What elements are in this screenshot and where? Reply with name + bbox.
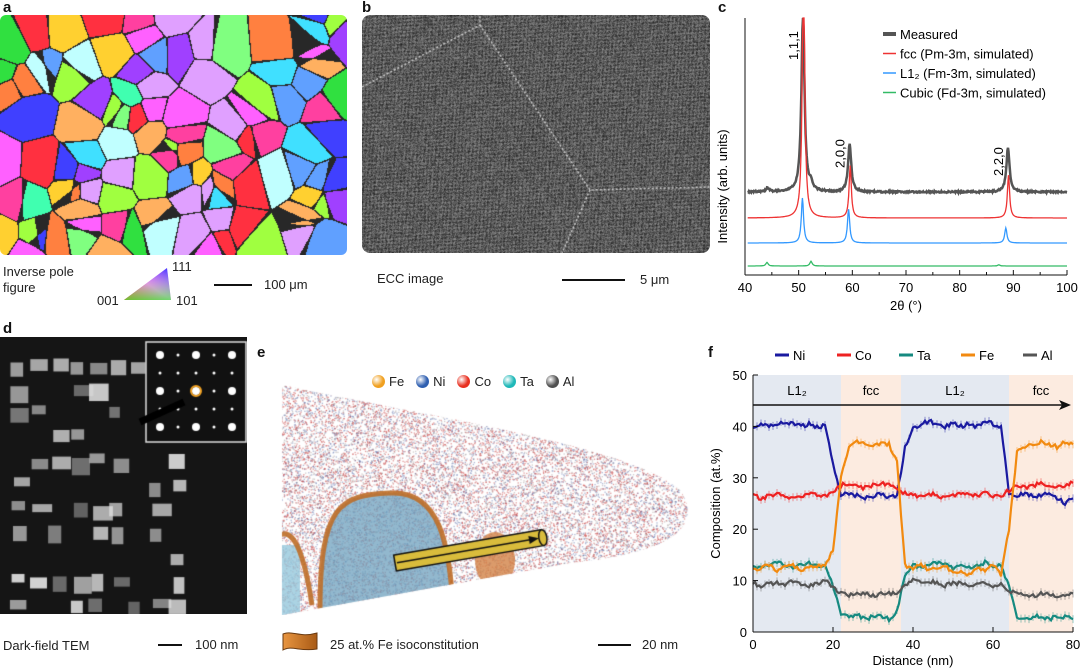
y-tick-label: 40 [733,419,747,434]
legend-label: Co [855,348,872,363]
atom-probe-reconstruction [270,385,710,615]
phase-label: fcc [863,383,880,398]
panel-label-e: e [257,344,266,361]
x-axis-label: 2θ (°) [890,298,922,313]
element-dot-icon [372,375,385,388]
x-tick-label: 40 [738,280,752,295]
x-axis-label: Distance (nm) [873,653,954,668]
phase-label: L1₂ [945,383,965,398]
x-tick-label: 80 [952,280,966,295]
panel-label-d: d [3,320,13,337]
ipf-corner-001: 001 [97,293,119,308]
x-tick-label: 20 [826,637,840,652]
legend-label: Measured [900,27,958,42]
legend-label: Al [1041,348,1053,363]
series-line-0 [747,17,1068,197]
element-dot-icon [416,375,430,388]
x-tick-label: 100 [1056,280,1078,295]
ecc-caption: ECC image [377,271,444,286]
scale-bar-d [158,644,182,646]
legend-label: Ni [793,348,805,363]
peak-label: 2,2,0 [991,147,1006,176]
x-tick-label: 60 [845,280,859,295]
series-line-2 [747,197,1067,244]
legend-item-al: Al [545,374,575,389]
scale-label-d: 100 nm [195,637,239,652]
tem-caption: Dark-field TEM [3,638,90,653]
y-tick-label: 0 [740,625,747,640]
scale-bar-a [214,284,252,286]
panel-label-a: a [3,0,12,16]
y-tick-label: 30 [733,471,747,486]
ipf-caption-line1: Inverse pole [3,264,74,279]
legend-label: L1₂ (Fm-3m, simulated) [900,66,1036,81]
series-line-3 [747,260,1067,267]
x-tick-label: 50 [791,280,805,295]
y-axis-label: Intensity (arb. units) [715,129,730,243]
ecc-image [362,15,710,253]
series-line-al [752,577,1074,599]
xrd-chart: 40 50 60 70 80 90 100 2θ (°) Intensity (arb. uni… [715,17,1078,313]
element-dot-icon [503,375,517,388]
phase-label: L1₂ [787,383,807,398]
panel-label-c: c [718,0,727,16]
ipf-corner-111: 111 [172,259,192,274]
x-tick-label: 40 [906,637,920,652]
x-tick-label: 90 [1006,280,1020,295]
x-tick-label: 80 [1066,637,1080,652]
dark-field-tem-image [0,337,247,614]
legend-label: Cubic (Fd-3m, simulated) [900,86,1046,101]
series-line-1 [747,17,1067,219]
x-tick-label: 70 [899,280,913,295]
peak-label: 1,1,1 [786,31,801,60]
legend-label: Fe [979,348,994,363]
series-line-ni [752,418,1074,507]
scale-bar-e [598,644,631,646]
y-tick-label: 10 [733,574,747,589]
composition-profile-chart: L1₂ fcc L1₂ fcc Ni Co Ta Fe Al 0 10 20 30 40 50 0 20 40 60… [708,348,1080,668]
ipf-color-triangle [124,268,171,300]
phase-label: fcc [1033,383,1050,398]
scale-label-e: 20 nm [642,637,679,652]
scale-label-b: 5 μm [640,272,670,287]
arrow-head-icon [1059,400,1071,410]
phase-band [841,375,901,632]
isosurface-icon [282,632,318,651]
panel-label-b: b [362,0,372,16]
y-tick-label: 50 [733,368,747,383]
y-axis-label: Composition (at.%) [708,448,723,559]
panel-label-f: f [708,344,713,361]
element-dot-icon [545,375,559,388]
ipf-caption-line2: figure [3,280,36,295]
x-tick-label: 60 [986,637,1000,652]
isosurface-label: 25 at.% Fe isoconstitution [330,637,479,652]
phase-band [753,375,841,632]
scale-bar-b [562,279,625,281]
scale-label-a: 100 μm [264,277,308,292]
phase-band [901,375,1009,632]
x-tick-label: 0 [749,637,756,652]
legend-label: fcc (Pm-3m, simulated) [900,47,1034,62]
series-line-co [752,480,1074,501]
series-line-fe [753,438,1074,578]
peak-label: 2,0,0 [833,139,848,168]
legend-label: Ta [917,348,932,363]
ebsd-grain-map [0,15,347,255]
series-line-ta [752,558,1074,624]
legend-label: Al [562,374,575,389]
ipf-corner-101: 101 [176,293,198,308]
y-tick-label: 20 [733,522,747,537]
element-dot-icon [457,375,471,388]
